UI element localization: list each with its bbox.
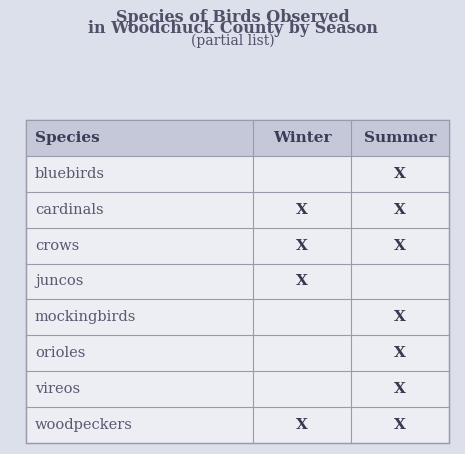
FancyBboxPatch shape (26, 120, 449, 443)
Text: X: X (296, 203, 308, 217)
Text: cardinals: cardinals (35, 203, 104, 217)
Text: Summer: Summer (364, 131, 436, 145)
Text: (partial list): (partial list) (191, 34, 274, 49)
Text: Winter: Winter (273, 131, 332, 145)
Text: vireos: vireos (35, 382, 80, 396)
Text: X: X (394, 203, 406, 217)
Text: mockingbirds: mockingbirds (35, 310, 136, 324)
Text: X: X (296, 418, 308, 432)
Text: X: X (394, 239, 406, 253)
Text: crows: crows (35, 239, 79, 253)
Text: Species: Species (35, 131, 100, 145)
Text: X: X (394, 418, 406, 432)
Text: bluebirds: bluebirds (35, 167, 105, 181)
Text: X: X (296, 275, 308, 288)
Text: X: X (394, 382, 406, 396)
Text: X: X (394, 346, 406, 360)
Text: in Woodchuck County by Season: in Woodchuck County by Season (87, 20, 378, 37)
Text: woodpeckers: woodpeckers (35, 418, 133, 432)
Text: X: X (394, 310, 406, 324)
Text: X: X (296, 239, 308, 253)
FancyBboxPatch shape (26, 120, 449, 156)
Text: orioles: orioles (35, 346, 85, 360)
Text: Species of Birds Observed: Species of Birds Observed (116, 9, 349, 26)
Text: X: X (394, 167, 406, 181)
Text: juncos: juncos (35, 275, 83, 288)
